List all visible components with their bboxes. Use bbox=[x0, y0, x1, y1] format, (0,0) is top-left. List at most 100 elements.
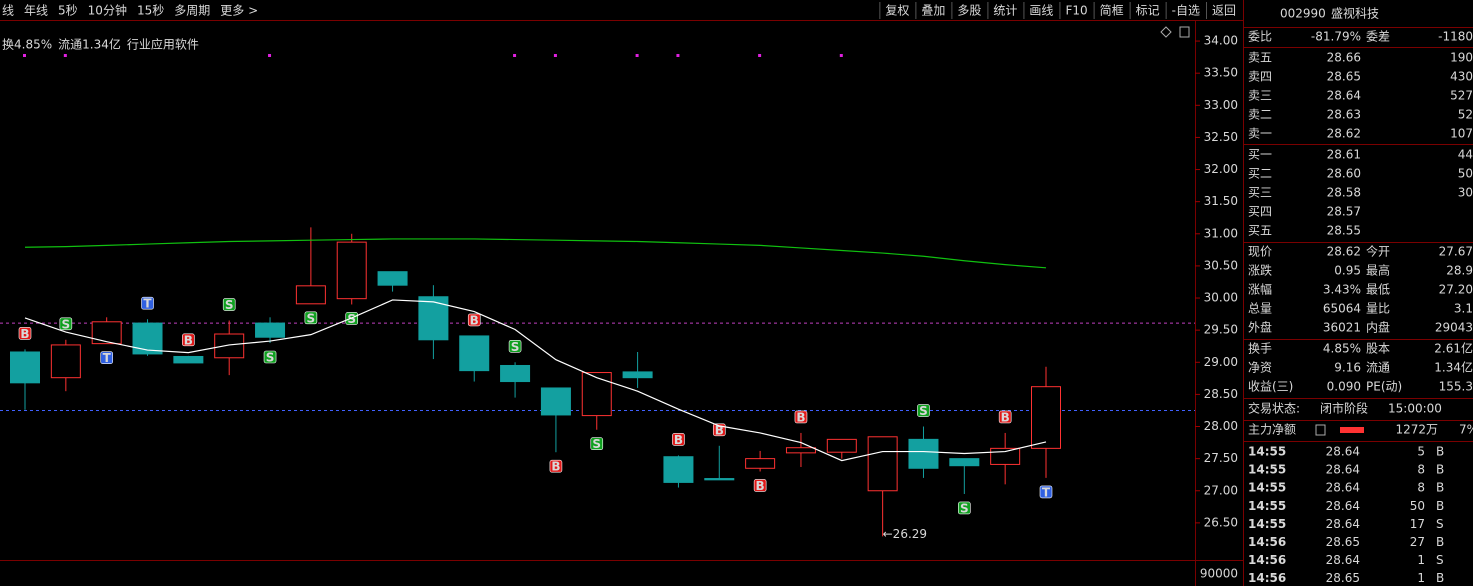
row-label: 总量 bbox=[1248, 302, 1272, 316]
y-tick-label: 32.50 bbox=[1204, 130, 1238, 144]
book-price: 28.64 bbox=[1327, 89, 1361, 103]
signal-label: B bbox=[1001, 410, 1010, 424]
signal-marker bbox=[917, 404, 930, 417]
book-volume: 30 bbox=[1458, 186, 1473, 200]
signal-label: B bbox=[20, 327, 29, 341]
book-label: 买一 bbox=[1248, 148, 1272, 162]
toolbar-button[interactable]: 复权 bbox=[885, 4, 909, 18]
candle-body bbox=[581, 372, 612, 417]
signal-label: S bbox=[511, 340, 520, 354]
flow-value: 1272万 bbox=[1395, 423, 1438, 437]
y-tick-label: 26.50 bbox=[1204, 515, 1238, 529]
row-label: 收益(三) bbox=[1248, 380, 1293, 394]
signal-marker bbox=[222, 298, 236, 311]
book-volume: 190 bbox=[1450, 51, 1473, 65]
signal-label: B bbox=[756, 479, 765, 493]
candle-body bbox=[214, 333, 245, 359]
row-label: 换手 bbox=[1248, 342, 1272, 356]
toolbar-button[interactable]: 多股 bbox=[957, 4, 981, 18]
row-value: 2.61亿 bbox=[1434, 341, 1473, 356]
trade-price: 28.65 bbox=[1326, 535, 1360, 549]
book-label: 卖一 bbox=[1248, 127, 1272, 141]
toolbar-item[interactable]: 年线 bbox=[24, 4, 48, 18]
moving-average bbox=[24, 299, 1047, 462]
toolbar-button[interactable]: 统计 bbox=[993, 4, 1017, 18]
row-label: 外盘 bbox=[1248, 320, 1272, 335]
toolbar-item[interactable]: 更多 > bbox=[220, 4, 258, 18]
book-volume: 527 bbox=[1450, 89, 1473, 103]
book-volume: 44 bbox=[1458, 148, 1473, 162]
trade-direction: B bbox=[1436, 571, 1444, 585]
row-label: 委差 bbox=[1366, 30, 1390, 44]
trade-price: 28.65 bbox=[1326, 571, 1360, 585]
signal-marker bbox=[304, 311, 318, 325]
stock-name: 盛视科技 bbox=[1331, 6, 1379, 21]
signal-marker bbox=[998, 410, 1012, 424]
indicator-dot bbox=[268, 54, 272, 57]
signal-marker bbox=[794, 410, 808, 424]
row-label: PE(动) bbox=[1366, 380, 1402, 394]
signal-label: T bbox=[1042, 485, 1051, 499]
toolbar-button[interactable]: 画线 bbox=[1029, 4, 1053, 18]
signal-label: B bbox=[470, 313, 479, 327]
signal-marker bbox=[467, 313, 481, 327]
row-value: 36021 bbox=[1323, 321, 1361, 335]
moving-average bbox=[24, 238, 1047, 269]
trade-price: 28.64 bbox=[1326, 517, 1360, 531]
toolbar-item[interactable]: 5秒 bbox=[58, 4, 78, 18]
toolbar-button[interactable]: 返回 bbox=[1212, 4, 1236, 18]
signal-marker bbox=[141, 296, 154, 310]
row-value: 28.9 bbox=[1446, 264, 1473, 278]
row-label: 现价 bbox=[1248, 245, 1272, 259]
candle-body bbox=[785, 447, 816, 454]
trade-volume: 27 bbox=[1410, 535, 1425, 549]
signal-marker bbox=[549, 459, 563, 473]
stock-code: 002990 bbox=[1280, 7, 1326, 21]
toolbar-button[interactable]: 简框 bbox=[1100, 4, 1124, 18]
indicator-dot bbox=[758, 54, 762, 57]
toolbar-button[interactable]: F10 bbox=[1065, 4, 1087, 18]
row-value: 27.20 bbox=[1439, 283, 1473, 297]
icon-diamond[interactable] bbox=[1160, 26, 1172, 38]
signal-label: S bbox=[266, 351, 275, 365]
low-annotation: ←26.29 bbox=[883, 527, 927, 541]
signal-marker bbox=[1039, 485, 1053, 499]
book-label: 卖二 bbox=[1248, 108, 1272, 122]
signal-marker bbox=[672, 433, 685, 446]
signal-label: B bbox=[551, 460, 560, 474]
signal-label: B bbox=[184, 333, 193, 347]
toolbar-button[interactable]: 叠加 bbox=[921, 4, 945, 18]
flow-bar bbox=[1340, 427, 1364, 433]
row-value: 0.090 bbox=[1327, 380, 1361, 394]
y-tick-label: 27.00 bbox=[1204, 483, 1238, 497]
y-tick-label: 33.50 bbox=[1204, 66, 1238, 80]
toolbar-button[interactable]: 标记 bbox=[1136, 4, 1160, 18]
candle-body bbox=[173, 355, 204, 364]
indicator-dot bbox=[839, 54, 843, 57]
trade-volume: 1 bbox=[1417, 553, 1425, 567]
trade-volume: 8 bbox=[1417, 463, 1425, 477]
book-label: 卖三 bbox=[1248, 89, 1272, 103]
flow-percent: 7% bbox=[1459, 423, 1473, 437]
toolbar-item[interactable]: 多周期 bbox=[174, 4, 210, 18]
row-label: 涨幅 bbox=[1248, 282, 1272, 297]
row-value: 9.16 bbox=[1334, 361, 1361, 375]
trade-price: 28.64 bbox=[1326, 463, 1360, 477]
row-value: 65064 bbox=[1323, 302, 1361, 316]
y-tick-label: 30.50 bbox=[1204, 258, 1238, 272]
toolbar-item[interactable]: 线 bbox=[2, 4, 14, 18]
status-time: 15:00:00 bbox=[1388, 402, 1442, 416]
signal-marker bbox=[263, 350, 277, 364]
trade-price: 28.64 bbox=[1326, 481, 1360, 495]
trade-time: 14:55 bbox=[1248, 463, 1286, 477]
toolbar-button[interactable]: -自选 bbox=[1172, 4, 1200, 18]
y-tick-label: 29.00 bbox=[1204, 355, 1238, 369]
book-price: 28.66 bbox=[1327, 51, 1361, 65]
candle-body bbox=[663, 456, 694, 483]
toolbar-item[interactable]: 15秒 bbox=[137, 4, 164, 18]
signal-marker bbox=[508, 339, 522, 353]
y-tick-label: 33.00 bbox=[1204, 98, 1238, 112]
toolbar-item[interactable]: 10分钟 bbox=[88, 3, 127, 18]
book-price: 28.63 bbox=[1327, 108, 1361, 122]
icon-window[interactable] bbox=[1179, 26, 1190, 38]
